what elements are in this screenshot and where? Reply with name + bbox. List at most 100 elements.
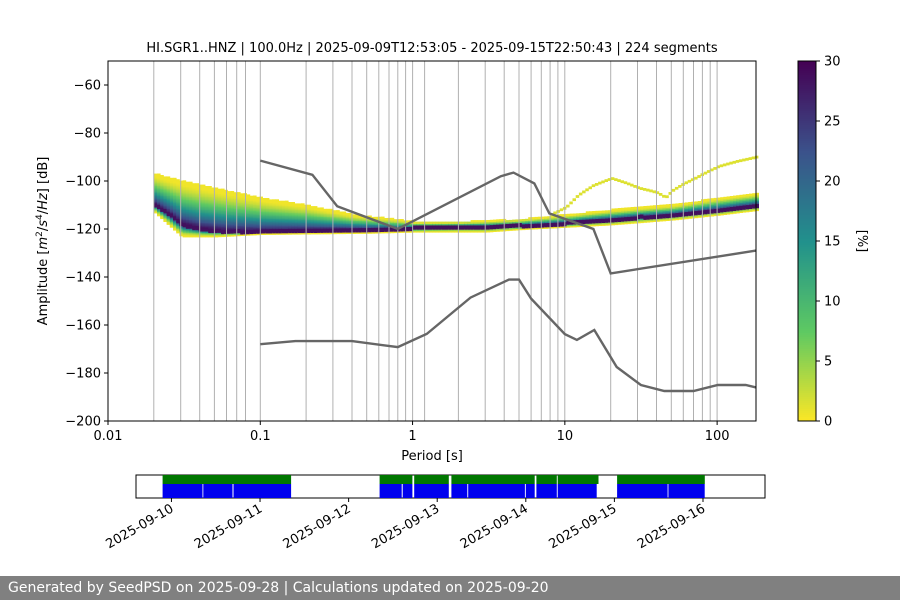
heatmap-cell (272, 212, 276, 215)
heatmap-cell (163, 211, 167, 214)
heatmap-cell (153, 185, 158, 188)
heatmap-cell (275, 200, 279, 204)
heatmap-cell (259, 212, 263, 215)
heatmap-cell (291, 207, 295, 211)
heatmap-cell (419, 228, 423, 232)
heatmap-cell (621, 217, 625, 221)
heatmap-cell (509, 225, 513, 228)
heatmap-cell (278, 203, 283, 206)
heatmap-cell (592, 222, 596, 225)
heatmap-cell (534, 221, 539, 224)
heatmap-cell (636, 186, 640, 190)
heatmap-cell (163, 189, 167, 192)
heatmap-cell (214, 230, 219, 234)
heatmap-cell (451, 230, 455, 233)
heatmap-cell (198, 200, 203, 203)
colorbar-segment (798, 173, 816, 176)
heatmap-cell (438, 221, 443, 224)
heatmap-cell (217, 234, 222, 238)
heatmap-cell (240, 202, 244, 205)
heatmap-cell (749, 200, 753, 204)
heatmap-cell (169, 189, 174, 192)
heatmap-cell (253, 231, 257, 234)
heatmap-cell (617, 219, 622, 222)
heatmap-cell (323, 231, 327, 235)
heatmap-cell (157, 208, 161, 211)
colorbar-segment (798, 163, 816, 166)
heatmap-cell (297, 230, 302, 234)
heatmap-cell (707, 214, 711, 217)
heatmap-cell (205, 220, 209, 223)
heatmap-cell (637, 210, 641, 214)
heatmap-cell (659, 209, 663, 212)
heatmap-cell (368, 224, 372, 227)
heatmap-cell (707, 201, 711, 204)
heatmap-cell (288, 212, 292, 215)
heatmap-cell (233, 199, 238, 202)
colorbar-segment (798, 383, 816, 386)
heatmap-cell (246, 233, 251, 236)
heatmap-cell (230, 208, 235, 211)
heatmap-cell (176, 183, 180, 186)
colorbar-segment (798, 417, 816, 420)
heatmap-cell (281, 202, 286, 205)
heatmap-cell (339, 213, 343, 216)
heatmap-cell (221, 208, 225, 212)
heatmap-cell (265, 209, 270, 212)
heatmap-cell (672, 212, 676, 215)
heatmap-cell (211, 217, 215, 221)
heatmap-cell (729, 206, 734, 209)
heatmap-cell (192, 232, 196, 235)
heatmap-cell (317, 210, 321, 213)
heatmap-cell (496, 229, 500, 232)
heatmap-cell (589, 222, 593, 226)
heatmap-cell (393, 222, 398, 225)
heatmap-cell (576, 217, 580, 220)
heatmap-cell (617, 179, 621, 182)
heatmap-cell (649, 209, 654, 213)
heatmap-cell (729, 211, 734, 215)
heatmap-cell (256, 211, 260, 214)
heatmap-cell (217, 217, 222, 220)
heatmap-cell (182, 235, 187, 238)
heatmap-cell (573, 213, 577, 216)
heatmap-cell (445, 223, 449, 226)
heatmap-cell (169, 193, 174, 196)
heatmap-cell (166, 206, 171, 209)
heatmap-cell (333, 223, 337, 226)
heatmap-cell (173, 203, 177, 207)
heatmap-cell (339, 215, 343, 219)
heatmap-cell (163, 218, 167, 221)
colorbar-segment (798, 287, 816, 290)
heatmap-cell (557, 218, 561, 221)
colorbar-segment (798, 367, 816, 370)
heatmap-cell (345, 215, 350, 219)
heatmap-cell (169, 198, 174, 201)
heatmap-cell (221, 223, 225, 226)
heatmap-cell (688, 203, 692, 206)
heatmap-cell (259, 228, 263, 231)
heatmap-cell (435, 230, 439, 233)
heatmap-cell (214, 226, 219, 229)
heatmap-cell (233, 209, 238, 212)
heatmap-cell (230, 198, 235, 201)
heatmap-cell (169, 185, 174, 188)
heatmap-cell (400, 230, 404, 233)
heatmap-cell (272, 222, 276, 225)
heatmap-cell (329, 221, 334, 225)
heatmap-cell (214, 197, 219, 200)
heatmap-cell (233, 206, 238, 209)
colorbar-segment (798, 389, 816, 392)
heatmap-cell (198, 186, 203, 189)
heatmap-cell (435, 224, 439, 227)
colorbar-tick-label: 30 (824, 55, 841, 70)
heatmap-cell (675, 206, 679, 209)
heatmap-cell (333, 215, 337, 219)
heatmap-cell (205, 193, 209, 196)
heatmap-cell (259, 208, 263, 211)
heatmap-cell (349, 214, 353, 217)
heatmap-cell (493, 228, 497, 231)
heatmap-cell (240, 193, 244, 196)
heatmap-cell (166, 213, 171, 217)
heatmap-cell (320, 231, 324, 235)
